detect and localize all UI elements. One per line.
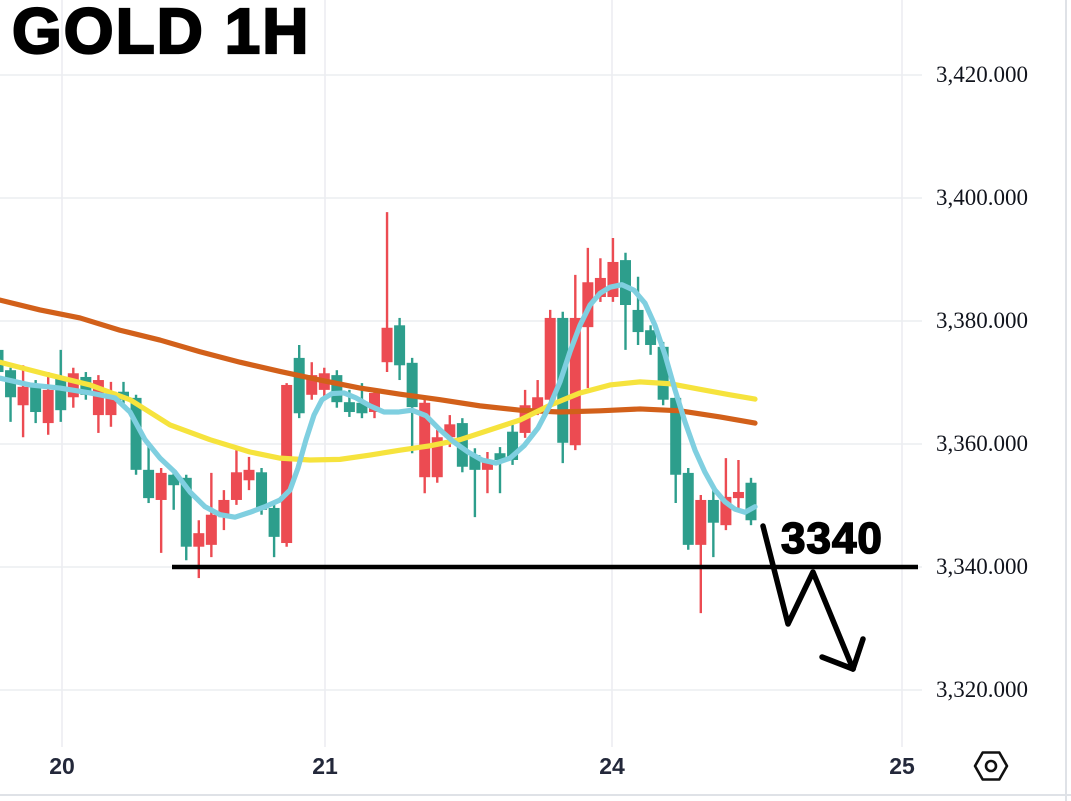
- candle-body: [707, 499, 719, 523]
- down-arrow-line[interactable]: [760, 523, 856, 672]
- candle-body: [494, 453, 506, 460]
- candle-body: [356, 402, 368, 414]
- candle-body: [657, 346, 669, 400]
- candle-body: [632, 309, 644, 333]
- candle-body: [444, 424, 456, 438]
- candle-body: [30, 384, 42, 413]
- candle-body: [732, 491, 744, 499]
- candle-body: [745, 482, 757, 521]
- candle-body: [55, 378, 67, 411]
- candle-body: [205, 514, 217, 545]
- candle-body: [645, 330, 657, 345]
- candle-body: [180, 477, 192, 547]
- ma-slow-orange: [0, 297, 758, 426]
- candle-body: [381, 327, 393, 363]
- candle-body: [507, 431, 519, 460]
- price-axis-label: 3,340.000: [936, 554, 1028, 579]
- candle-body: [369, 392, 380, 413]
- candle-body: [268, 507, 280, 537]
- candle-body: [67, 373, 79, 398]
- candle-body: [419, 402, 431, 478]
- time-axis-label: 20: [49, 753, 75, 779]
- candle-body: [620, 260, 631, 306]
- candle-body: [306, 375, 318, 395]
- candle-body: [569, 317, 581, 446]
- candle-body: [607, 261, 619, 298]
- candle-body: [343, 402, 355, 413]
- candle-body: [469, 455, 481, 470]
- candle-body: [193, 533, 205, 547]
- ma-mid-yellow: [0, 359, 758, 463]
- chart-title: GOLD 1H: [11, 0, 311, 68]
- time-axis-label: 24: [599, 753, 625, 779]
- candle-body: [481, 459, 493, 470]
- candle-body: [720, 496, 732, 526]
- candle-body: [230, 472, 242, 500]
- candle-body: [243, 469, 255, 481]
- candle-body: [293, 357, 305, 414]
- hexagon-eye-icon[interactable]: [968, 746, 1014, 788]
- candle-body: [42, 389, 54, 424]
- candle-body: [281, 384, 293, 544]
- time-axis-label: 25: [889, 753, 915, 779]
- candle-body: [130, 397, 142, 470]
- down-arrow-head[interactable]: [819, 654, 856, 672]
- candle-body: [5, 370, 17, 398]
- candle-body: [218, 499, 230, 518]
- candle-body: [544, 317, 556, 400]
- price-axis-label: 3,400.000: [936, 185, 1028, 210]
- candle-body: [92, 380, 104, 416]
- candle-body: [594, 277, 606, 298]
- candle-body: [406, 362, 418, 408]
- candle-body: [17, 386, 29, 406]
- price-axis-label: 3,360.000: [936, 431, 1028, 456]
- candle-body: [431, 437, 443, 478]
- candle-body: [168, 474, 180, 486]
- ma-fast-cyan: [0, 282, 758, 520]
- price-axis-label: 3,380.000: [936, 308, 1028, 333]
- candle-body: [532, 397, 544, 411]
- candle-body: [105, 391, 117, 416]
- down-arrow-head[interactable]: [850, 636, 866, 672]
- candle-body: [695, 499, 707, 545]
- support-price-label[interactable]: 3340: [780, 513, 883, 564]
- candle-body: [670, 397, 682, 475]
- time-axis-label: 21: [312, 753, 338, 779]
- candle-body: [394, 325, 406, 366]
- candle-body: [682, 472, 694, 545]
- candle-body: [143, 469, 155, 499]
- candle-body: [256, 472, 268, 510]
- price-axis-label: 3,320.000: [936, 677, 1028, 702]
- candle-body: [155, 472, 167, 500]
- candle-body: [331, 375, 343, 403]
- price-axis-label: 3,420.000: [936, 62, 1028, 87]
